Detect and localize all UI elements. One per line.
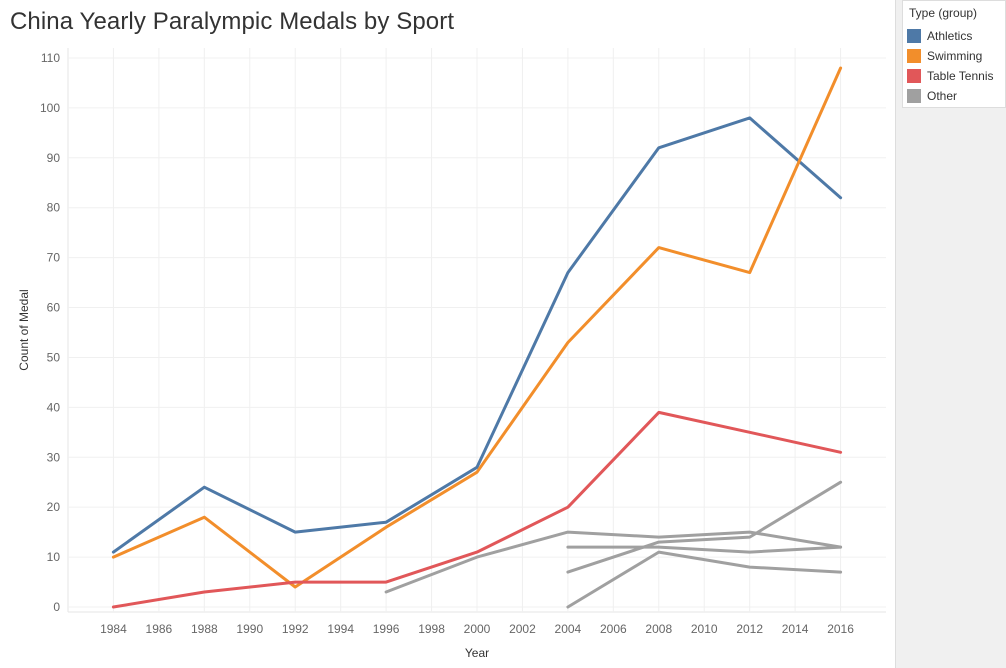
y-tick-label: 90 bbox=[47, 151, 61, 165]
right-sidebar bbox=[895, 0, 1006, 668]
y-tick-label: 80 bbox=[47, 201, 61, 215]
y-tick-label: 40 bbox=[47, 400, 61, 414]
x-tick-label: 1998 bbox=[418, 622, 445, 636]
x-tick-label: 2002 bbox=[509, 622, 536, 636]
legend-item-swimming[interactable]: Swimming bbox=[907, 46, 1005, 66]
y-tick-label: 110 bbox=[41, 51, 60, 65]
x-tick-label: 2004 bbox=[555, 622, 582, 636]
x-tick-label: 2012 bbox=[736, 622, 763, 636]
legend-item-other[interactable]: Other bbox=[907, 86, 1005, 106]
series-line-other[interactable] bbox=[566, 550, 843, 609]
series-line-swimming[interactable] bbox=[111, 66, 843, 589]
x-tick-label: 1990 bbox=[236, 622, 263, 636]
series-line-other[interactable] bbox=[566, 480, 843, 574]
chart-title: China Yearly Paralympic Medals by Sport bbox=[10, 8, 455, 35]
gridlines bbox=[67, 48, 886, 613]
x-tick-label: 2010 bbox=[691, 622, 718, 636]
x-tick-label: 1996 bbox=[373, 622, 400, 636]
y-tick-label: 10 bbox=[47, 550, 61, 564]
x-axis-ticks: 1984 1986 1988 1990 1992 1994 1996 1998 2000 2002… bbox=[100, 622, 854, 636]
legend-item-athletics[interactable]: Athletics bbox=[907, 26, 1005, 46]
series-line-table-tennis[interactable] bbox=[111, 410, 843, 609]
x-tick-label: 1992 bbox=[282, 622, 309, 636]
line-chart: 1984 1986 1988 1990 1992 1994 1996 1998 2000 2002… bbox=[17, 48, 886, 660]
y-axis-ticks: 0 10 20 30 40 50 60 70 80 90 100 110 bbox=[40, 51, 60, 614]
legend-swatch bbox=[907, 69, 921, 83]
y-tick-label: 0 bbox=[53, 600, 60, 614]
legend-label: Table Tennis bbox=[927, 69, 994, 83]
x-tick-label: 2006 bbox=[600, 622, 627, 636]
series-line-other[interactable] bbox=[384, 530, 843, 594]
series-line-other[interactable] bbox=[566, 545, 843, 554]
legend[interactable]: Type (group) Athletics Swimming Table Te… bbox=[902, 0, 1006, 108]
legend-swatch bbox=[907, 89, 921, 103]
legend-label: Other bbox=[927, 89, 958, 103]
y-tick-label: 70 bbox=[47, 251, 61, 265]
x-tick-label: 2000 bbox=[464, 622, 491, 636]
legend-swatch bbox=[907, 49, 921, 63]
legend-swatch bbox=[907, 29, 921, 43]
y-tick-label: 30 bbox=[47, 450, 61, 464]
legend-item-table-tennis[interactable]: Table Tennis bbox=[907, 66, 1005, 86]
x-tick-label: 2014 bbox=[782, 622, 809, 636]
y-axis-label: Count of Medal bbox=[17, 289, 31, 370]
y-tick-label: 50 bbox=[47, 350, 61, 364]
x-tick-label: 2008 bbox=[645, 622, 672, 636]
x-tick-label: 1984 bbox=[100, 622, 127, 636]
x-tick-label: 1986 bbox=[146, 622, 173, 636]
x-tick-label: 2016 bbox=[827, 622, 854, 636]
y-tick-label: 20 bbox=[47, 500, 61, 514]
x-tick-label: 1988 bbox=[191, 622, 218, 636]
x-tick-label: 1994 bbox=[327, 622, 354, 636]
legend-label: Swimming bbox=[927, 49, 983, 63]
x-axis-label: Year bbox=[465, 646, 489, 660]
y-tick-label: 100 bbox=[40, 101, 60, 115]
series-line-athletics[interactable] bbox=[111, 116, 843, 554]
legend-label: Athletics bbox=[927, 29, 973, 43]
series-lines bbox=[111, 66, 843, 609]
y-tick-label: 60 bbox=[47, 301, 61, 315]
legend-title: Type (group) bbox=[909, 6, 978, 20]
